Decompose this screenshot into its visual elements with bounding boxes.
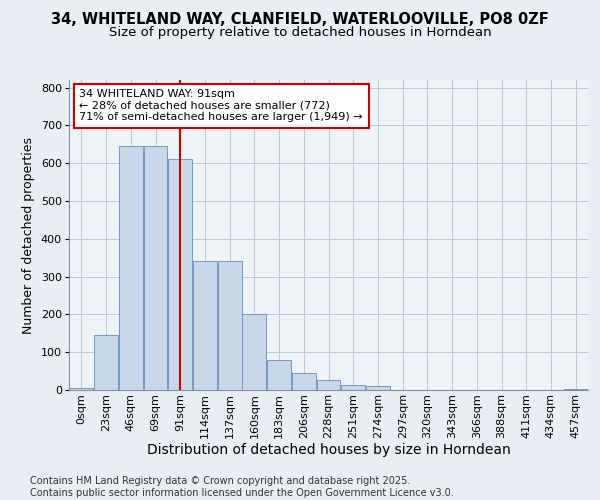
Text: 34, WHITELAND WAY, CLANFIELD, WATERLOOVILLE, PO8 0ZF: 34, WHITELAND WAY, CLANFIELD, WATERLOOVI… <box>51 12 549 28</box>
Text: 34 WHITELAND WAY: 91sqm
← 28% of detached houses are smaller (772)
71% of semi-d: 34 WHITELAND WAY: 91sqm ← 28% of detache… <box>79 90 363 122</box>
Bar <box>94 335 118 390</box>
Bar <box>168 160 192 390</box>
Bar <box>119 146 143 390</box>
Bar <box>317 380 340 390</box>
Bar <box>70 388 94 390</box>
Bar <box>292 373 316 390</box>
Bar <box>193 262 217 390</box>
X-axis label: Distribution of detached houses by size in Horndean: Distribution of detached houses by size … <box>146 444 511 458</box>
Bar <box>218 262 242 390</box>
Bar <box>341 386 365 390</box>
Bar <box>242 314 266 390</box>
Bar <box>563 389 587 390</box>
Text: Size of property relative to detached houses in Horndean: Size of property relative to detached ho… <box>109 26 491 39</box>
Bar <box>267 360 291 390</box>
Bar <box>366 386 390 390</box>
Text: Contains HM Land Registry data © Crown copyright and database right 2025.
Contai: Contains HM Land Registry data © Crown c… <box>30 476 454 498</box>
Y-axis label: Number of detached properties: Number of detached properties <box>22 136 35 334</box>
Bar <box>143 146 167 390</box>
